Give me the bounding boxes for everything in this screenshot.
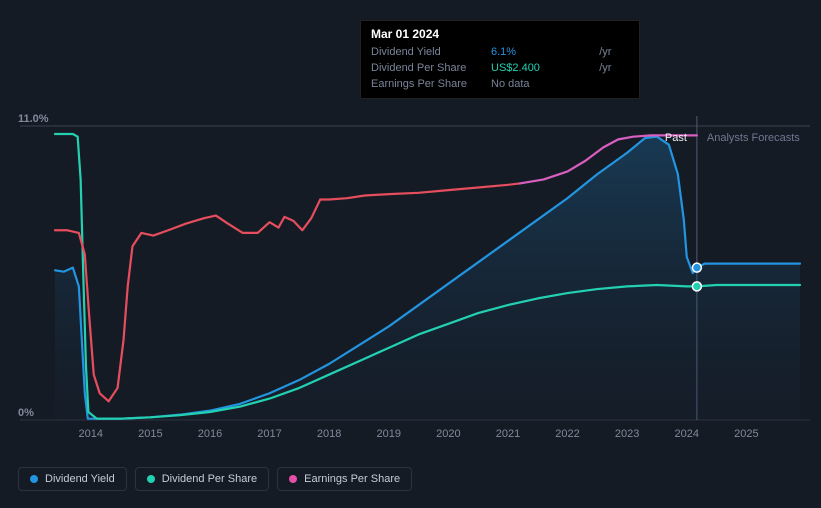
x-axis-label: 2016 [198,428,222,440]
tooltip-row-unit [596,76,629,92]
x-axis-label: 2019 [377,428,401,440]
tooltip-row-value: No data [491,76,596,92]
x-axis-label: 2017 [257,428,281,440]
tooltip-row-unit: /yr [596,60,629,76]
legend-item-label: Earnings Per Share [304,473,400,485]
forecast-label: Analysts Forecasts [707,132,800,144]
legend-item[interactable]: Dividend Per Share [135,467,269,491]
tooltip-row-label: Dividend Yield [371,44,491,60]
tooltip-row-label: Dividend Per Share [371,60,491,76]
x-axis-label: 2025 [734,428,758,440]
x-axis-label: 2015 [138,428,162,440]
tooltip-row-value: 6.1% [491,44,596,60]
x-axis-label: 2020 [436,428,460,440]
legend-item-label: Dividend Yield [45,473,115,485]
legend-item-label: Dividend Per Share [162,473,257,485]
tooltip-row-value: US$2.400 [491,60,596,76]
x-axis-label: 2018 [317,428,341,440]
tooltip-row-unit: /yr [596,44,629,60]
tooltip-row: Dividend Per ShareUS$2.400/yr [371,60,629,76]
tooltip-row: Dividend Yield6.1%/yr [371,44,629,60]
chart-tooltip: Mar 01 2024 Dividend Yield6.1%/yrDividen… [360,20,640,99]
legend-dot-icon [30,475,38,483]
legend-dot-icon [147,475,155,483]
tooltip-row: Earnings Per ShareNo data [371,76,629,92]
x-axis-label: 2022 [555,428,579,440]
tooltip-table: Dividend Yield6.1%/yrDividend Per ShareU… [371,44,629,92]
x-axis-label: 2021 [496,428,520,440]
x-axis-label: 2023 [615,428,639,440]
dividend-chart: Mar 01 2024 Dividend Yield6.1%/yrDividen… [0,0,821,508]
past-label: Past [665,132,687,144]
y-axis-label: 11.0% [18,113,49,125]
x-axis-label: 2014 [79,428,103,440]
legend-item[interactable]: Earnings Per Share [277,467,412,491]
tooltip-date: Mar 01 2024 [371,27,629,41]
legend-dot-icon [289,475,297,483]
x-axis-label: 2024 [675,428,699,440]
tooltip-row-label: Earnings Per Share [371,76,491,92]
y-axis-label: 0% [18,407,34,419]
chart-legend: Dividend Yield Dividend Per Share Earnings… [18,467,412,491]
legend-item[interactable]: Dividend Yield [18,467,127,491]
